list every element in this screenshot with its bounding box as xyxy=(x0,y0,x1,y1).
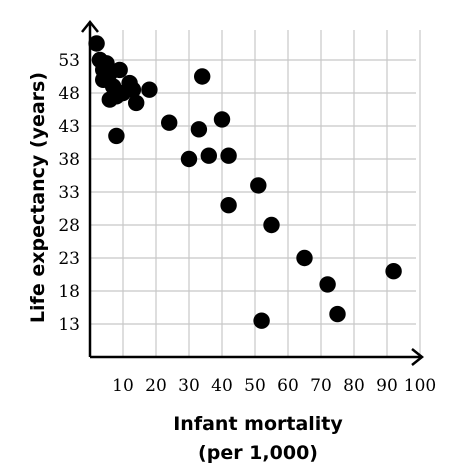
y-tick-label: 18 xyxy=(58,282,80,302)
data-point xyxy=(108,127,125,145)
y-tick-label: 28 xyxy=(58,216,80,236)
x-axis-title-line: Infant mortality xyxy=(173,413,343,435)
x-tick-label: 50 xyxy=(244,376,266,396)
grid xyxy=(90,30,421,357)
y-tick-label: 33 xyxy=(58,183,80,203)
data-point xyxy=(213,111,231,128)
x-axis-arrow-icon xyxy=(411,348,425,366)
axes xyxy=(81,19,425,366)
data-point xyxy=(141,81,158,98)
y-tick-label: 38 xyxy=(58,150,80,170)
x-tick-label: 10 xyxy=(112,376,134,396)
x-tick-label: 90 xyxy=(376,376,398,396)
y-tick-label: 48 xyxy=(58,84,80,104)
data-point xyxy=(296,249,313,267)
data-point xyxy=(319,276,336,293)
y-tick-label: 43 xyxy=(58,117,80,137)
x-tick-label: 30 xyxy=(178,376,200,396)
x-tick-label: 80 xyxy=(343,376,365,396)
data-point xyxy=(88,35,105,52)
axis-titles: Life expectancy (years) Infant mortality (… xyxy=(27,72,343,464)
x-tick-label: 40 xyxy=(211,376,233,396)
x-tick-label: 100 xyxy=(404,376,436,396)
y-axis-arrow-icon xyxy=(81,19,99,33)
y-tick-label: 23 xyxy=(58,249,80,269)
data-point xyxy=(180,150,198,168)
x-tick-label: 20 xyxy=(145,376,167,396)
data-points xyxy=(88,35,402,329)
y-tick-label: 53 xyxy=(58,51,80,71)
x-axis-title-line: (per 1,000) xyxy=(198,442,318,464)
x-tick-label: 70 xyxy=(310,376,332,396)
data-point xyxy=(200,147,217,164)
tick-labels: 13 18 23 28 33 38 43 48 53 10 20 30 40 50 60 70 80 90 100 xyxy=(58,51,436,396)
data-point xyxy=(124,81,142,98)
y-tick-label: 13 xyxy=(58,315,80,335)
data-point xyxy=(220,197,237,214)
y-axis-title: Life expectancy (years) xyxy=(27,72,49,323)
data-point xyxy=(190,121,208,138)
data-point xyxy=(329,305,346,323)
data-point xyxy=(128,94,145,112)
data-point xyxy=(385,263,402,280)
data-point xyxy=(253,312,270,329)
data-point xyxy=(194,68,211,85)
data-point xyxy=(250,177,267,194)
data-point xyxy=(220,147,237,164)
x-tick-label: 60 xyxy=(277,376,299,396)
data-point xyxy=(263,216,280,234)
data-point xyxy=(161,114,178,131)
data-point xyxy=(111,61,128,79)
